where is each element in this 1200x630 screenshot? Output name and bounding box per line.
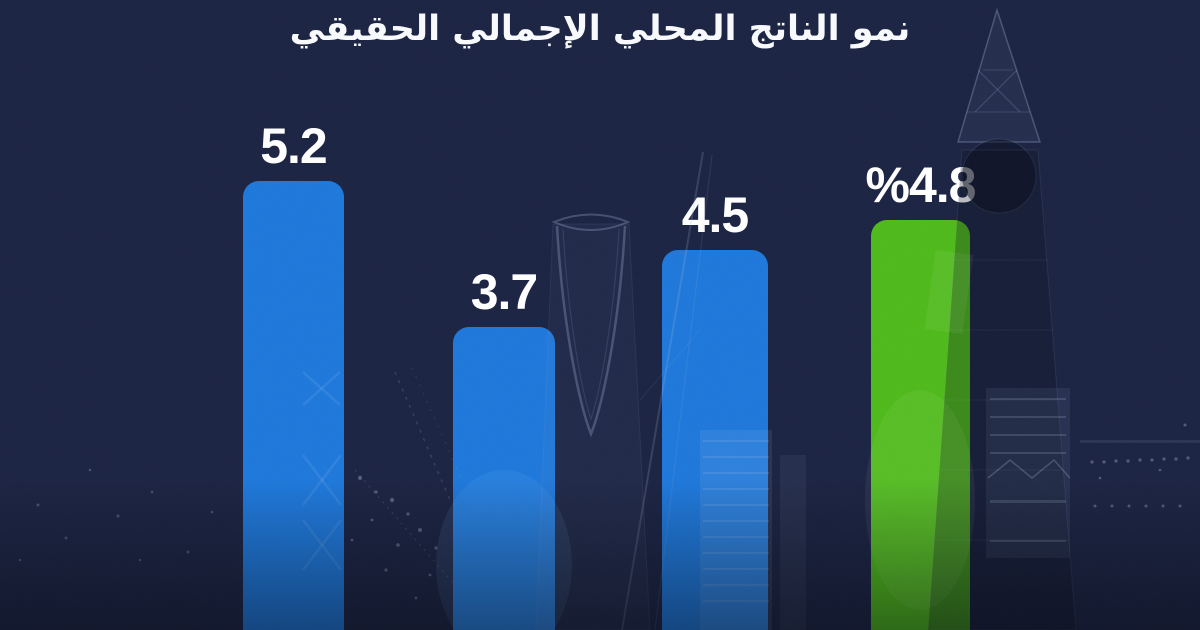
bar-value-label-2: 3.7: [470, 264, 539, 320]
bar-value-label-3: 4.5: [681, 187, 750, 243]
bar-group-1: 5.2: [243, 121, 344, 630]
bar-1: [243, 181, 344, 630]
bar-2: [453, 327, 555, 630]
lit-facade-right: [986, 388, 1200, 558]
dotted-light-rows-right: [1090, 423, 1190, 508]
bar-group-3: 4.5: [662, 190, 768, 630]
city-lights-left: [18, 468, 214, 562]
bar-group-4-highlighted: %4.8: [866, 160, 976, 630]
bar-4: [871, 220, 970, 630]
city-lights-cluster: [350, 476, 438, 600]
bar-value-label-4: %4.8: [865, 157, 977, 213]
bar-value-label-1: 5.2: [260, 118, 328, 174]
chart-title: نمو الناتج المحلي الإجمالي الحقيقي: [289, 9, 911, 49]
bar-3: [662, 250, 768, 630]
bar-group-2: 3.7: [453, 267, 555, 630]
